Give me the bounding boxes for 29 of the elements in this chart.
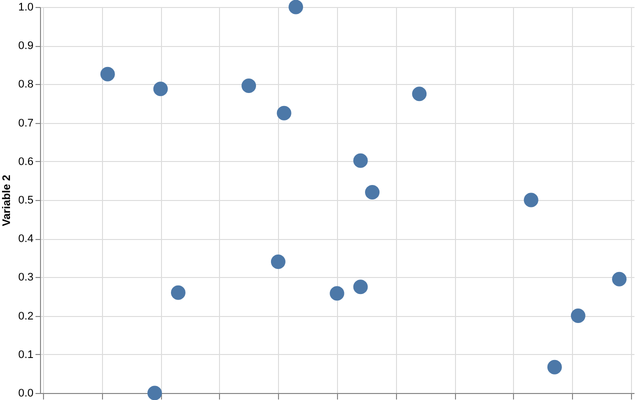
point <box>353 280 368 294</box>
y-tick-label: 0.2 <box>18 310 34 322</box>
y-tick-label: 0.5 <box>18 194 34 206</box>
y-tick-label: 0.4 <box>18 233 34 246</box>
point <box>153 82 168 96</box>
point <box>612 272 627 286</box>
point <box>270 254 286 269</box>
y-tick-label: 0.8 <box>18 78 34 91</box>
point <box>412 86 427 102</box>
y-tick-label: 0.6 <box>18 156 34 168</box>
point <box>100 66 115 82</box>
point <box>242 78 256 93</box>
point <box>276 106 292 120</box>
y-tick-label: 0.7 <box>18 117 34 130</box>
y-tick-label: 0.3 <box>18 272 34 284</box>
point <box>547 360 562 374</box>
y-axis-title: Variable 2 <box>1 174 14 226</box>
y-tick-label: 0.1 <box>18 348 34 361</box>
y-tick-label: 0.0 <box>18 388 34 400</box>
y-tick-label: 0.9 <box>18 40 34 52</box>
point <box>353 153 368 168</box>
point <box>330 286 344 301</box>
y-tick-label: 1.0 <box>18 2 34 14</box>
point <box>524 192 538 208</box>
point <box>147 386 162 400</box>
point <box>288 0 304 14</box>
point <box>170 285 186 300</box>
point <box>570 308 586 324</box>
point <box>365 185 380 200</box>
